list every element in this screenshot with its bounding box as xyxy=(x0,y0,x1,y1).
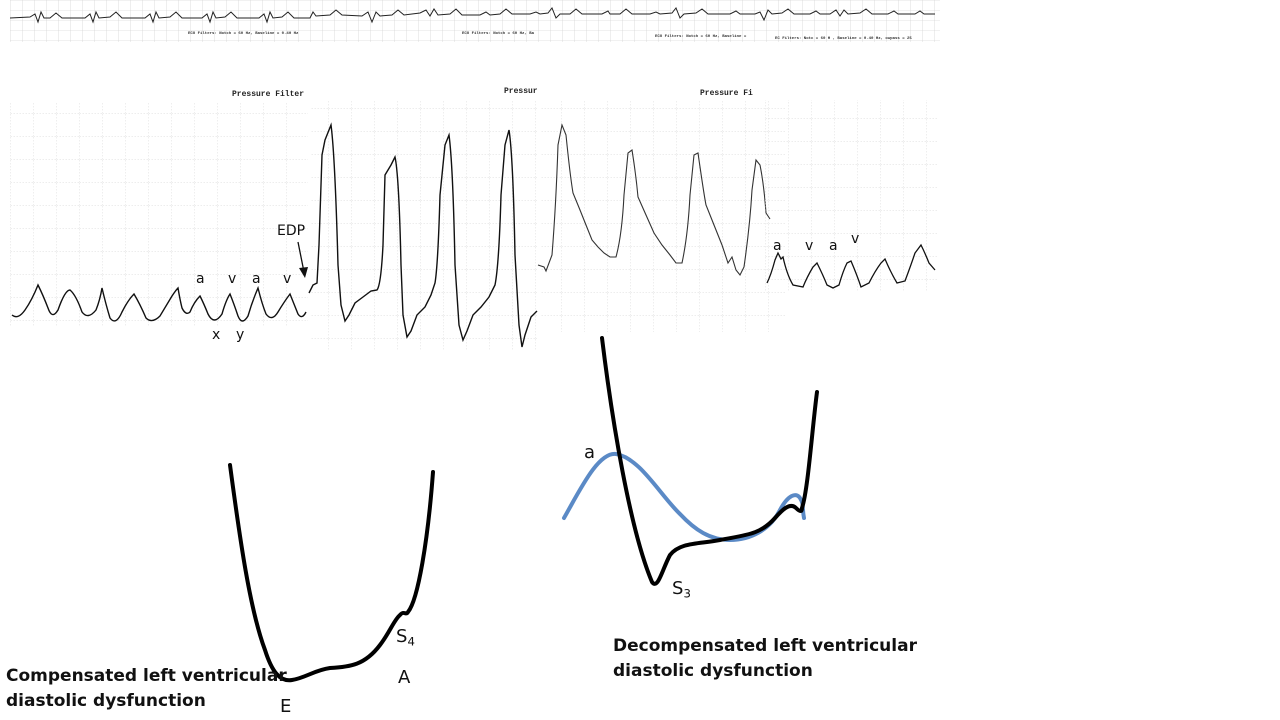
aortic-waveform xyxy=(537,100,786,332)
ecg-filter-caption: ECG Filters: Notch = 60 Hz, Baseline = 0… xyxy=(188,32,299,36)
wave-label-v: v xyxy=(228,271,237,287)
ecg-filter-caption: EC Filters: Notc = 60 H , Baseline = 0.4… xyxy=(775,37,912,41)
edp-arrow-icon xyxy=(297,241,308,278)
ecg-filter-caption: ECG Filters: Notch = 60 Hz, Baseline = xyxy=(655,35,747,39)
ecg-filter-caption: ECG Filters: Notch = 60 Hz, Ba xyxy=(462,32,535,36)
descent-label-x: x xyxy=(212,327,221,343)
rap-waveform xyxy=(10,102,308,327)
decompensated-curves xyxy=(562,336,819,586)
wave-label-v: v xyxy=(851,231,860,247)
s4-subscript: 4 xyxy=(407,634,415,649)
wave-label-v: v xyxy=(805,238,814,254)
wave-label-a: a xyxy=(773,238,782,254)
pcwp-waveform xyxy=(765,100,937,292)
a-wave-label: A xyxy=(398,667,411,688)
panel-title: Pressur xyxy=(504,87,538,96)
ecg-grid-and-trace xyxy=(9,0,940,42)
panel-title: Pressure Filter xyxy=(232,90,305,99)
s3-label: S3 xyxy=(672,580,691,600)
wave-label-a: a xyxy=(829,238,838,254)
lv-waveform xyxy=(308,100,538,350)
caption-line: diastolic dysfunction xyxy=(6,691,206,711)
s3-subscript: 3 xyxy=(683,586,691,601)
caption-line: Decompensated left ventricular xyxy=(613,636,917,656)
lv-tracing-panel: Pressur EDP xyxy=(277,85,540,355)
wave-label-a: a xyxy=(252,271,261,287)
e-wave-label: E xyxy=(280,696,292,717)
s3-letter: S xyxy=(672,578,684,599)
wave-label-v: v xyxy=(283,271,292,287)
aortic-tracing-panel: Pressure Fi xyxy=(537,85,788,335)
rap-tracing-panel: Pressure Filter a v a v x y xyxy=(10,90,310,343)
ecg-strip: ECG Filters: Notch = 60 Hz, Baseline = 0… xyxy=(9,0,940,44)
descent-label-y: y xyxy=(236,327,245,343)
caption-line: Compensated left ventricular xyxy=(6,666,287,686)
s4-label: S4 xyxy=(396,628,415,648)
pcwp-tracing-panel: a v a v xyxy=(765,95,940,295)
decompensated-caption: Decompensated left ventricular diastolic… xyxy=(613,634,917,684)
wave-label-a: a xyxy=(196,271,205,287)
a-wave-label: a xyxy=(584,442,596,463)
compensated-caption: Compensated left ventricular diastolic d… xyxy=(6,664,287,714)
panel-title: Pressure Fi xyxy=(700,89,753,98)
compensated-lv-curve xyxy=(228,463,435,683)
s4-letter: S xyxy=(396,626,408,647)
edp-annotation: EDP xyxy=(277,223,306,239)
caption-line: diastolic dysfunction xyxy=(613,661,813,681)
